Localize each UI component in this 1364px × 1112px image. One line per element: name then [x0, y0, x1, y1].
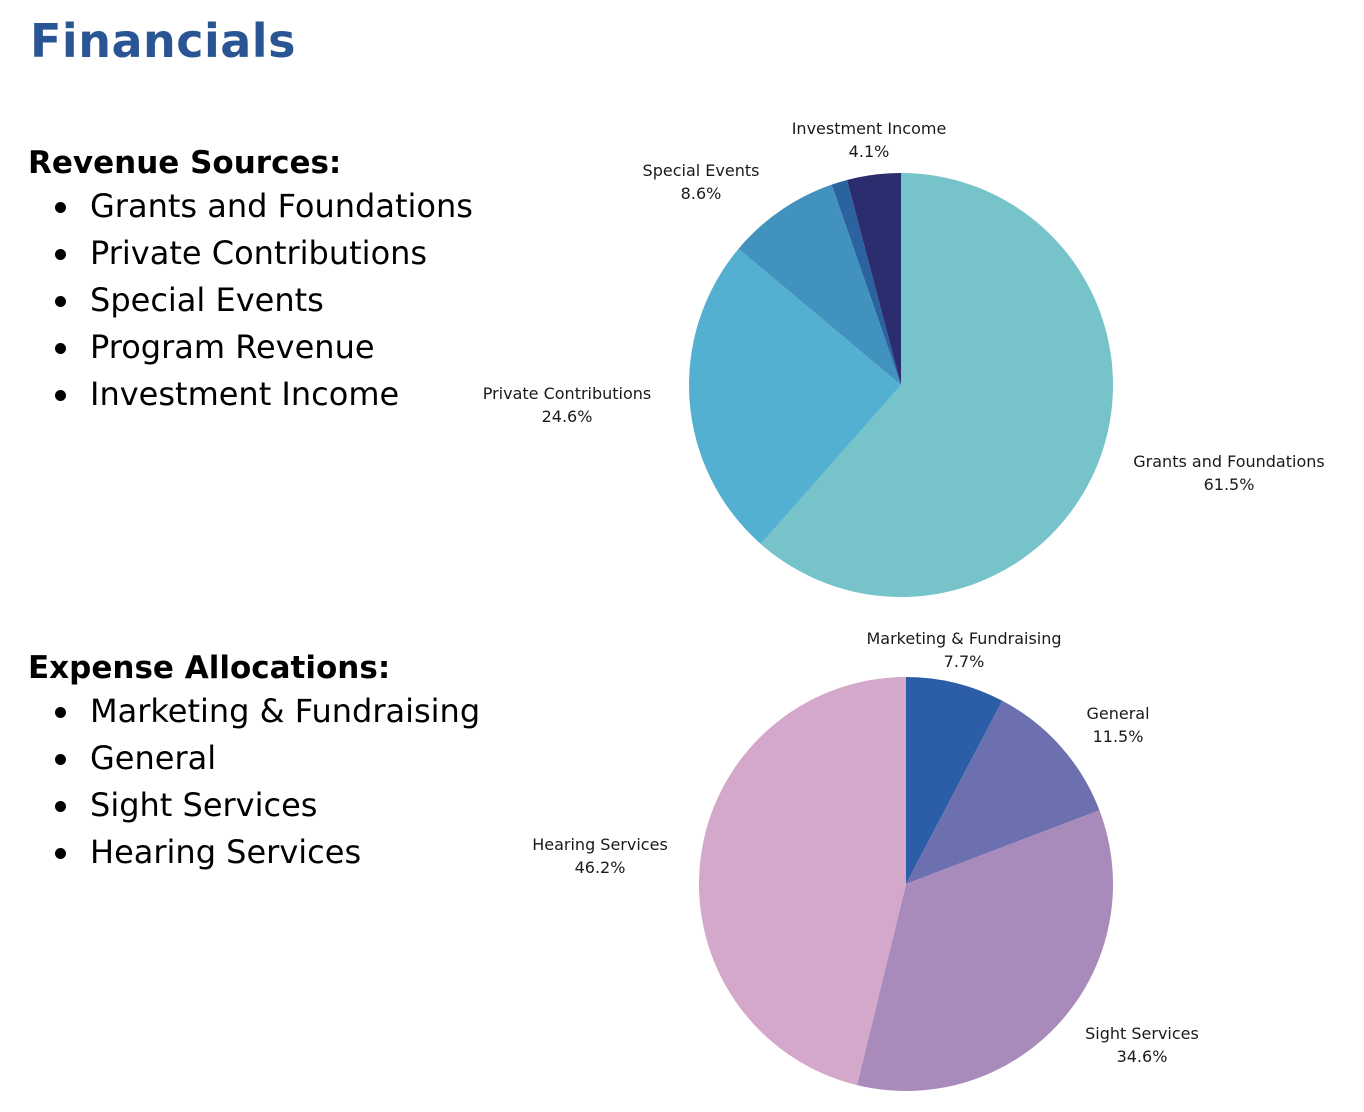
slice-percent-grants-and-foundations: 61.5%	[1204, 475, 1255, 494]
pie-slice-hearing-services	[698, 677, 906, 1086]
list-item-label: Investment Income	[90, 375, 400, 413]
bullet-icon	[55, 343, 66, 354]
revenue-sources-list: Grants and Foundations Private Contribut…	[28, 183, 473, 418]
list-item: Marketing & Fundraising	[28, 688, 480, 735]
list-item-label: Program Revenue	[90, 328, 375, 366]
list-item: Investment Income	[28, 371, 473, 418]
list-item-label: Grants and Foundations	[90, 187, 473, 225]
list-item-label: General	[90, 739, 217, 777]
pie-slice-investment-income	[846, 173, 901, 385]
list-item: Hearing Services	[28, 829, 480, 876]
revenue-sources-heading: Revenue Sources:	[28, 145, 342, 181]
slice-percent-hearing-services: 46.2%	[575, 858, 626, 877]
list-item: Grants and Foundations	[28, 183, 473, 230]
bullet-icon	[55, 249, 66, 260]
pie-slice-general	[906, 700, 1100, 884]
bullet-icon	[55, 754, 66, 765]
bullet-icon	[55, 202, 66, 213]
list-item-label: Sight Services	[90, 786, 318, 824]
slice-percent-sight-services: 34.6%	[1117, 1047, 1168, 1066]
expense-pie-chart: Marketing & Fundraising 7.7% General 11.5% S…	[532, 629, 1199, 1092]
bullet-icon	[55, 296, 66, 307]
slice-label-investment-income: Investment Income	[792, 119, 947, 138]
slice-label-general: General	[1086, 704, 1149, 723]
revenue-sources-section: Revenue Sources: Grants and Foundations …	[28, 143, 473, 418]
bullet-icon	[55, 707, 66, 718]
page-title: Financials	[30, 14, 296, 68]
pie-slice-sight-services	[857, 810, 1114, 1092]
bullet-icon	[55, 801, 66, 812]
revenue-pie-chart: Grants and Foundations 61.5% Private Contr…	[483, 119, 1325, 598]
pie-slice-program-revenue	[831, 180, 901, 385]
slice-percent-investment-income: 4.1%	[849, 142, 890, 161]
pie-slice-marketing-and-fundraising	[906, 677, 1003, 884]
list-item: General	[28, 735, 480, 782]
list-item: Special Events	[28, 277, 473, 324]
list-item-label: Hearing Services	[90, 833, 362, 871]
slice-label-hearing-services: Hearing Services	[532, 835, 668, 854]
list-item: Program Revenue	[28, 324, 473, 371]
slice-percent-general: 11.5%	[1093, 727, 1144, 746]
pie-slice-grants-and-foundations	[760, 173, 1114, 598]
expense-allocations-heading: Expense Allocations:	[28, 650, 391, 686]
pie-slice-private-contributions	[688, 248, 901, 545]
expense-allocations-section: Expense Allocations: Marketing & Fundrai…	[28, 648, 480, 876]
slice-percent-marketing-and-fundraising: 7.7%	[944, 652, 985, 671]
slice-label-private-contributions: Private Contributions	[483, 384, 652, 403]
list-item-label: Special Events	[90, 281, 324, 319]
slice-percent-special-events: 8.6%	[681, 184, 722, 203]
bullet-icon	[55, 390, 66, 401]
list-item: Private Contributions	[28, 230, 473, 277]
list-item-label: Private Contributions	[90, 234, 428, 272]
expense-allocations-list: Marketing & Fundraising General Sight Se…	[28, 688, 480, 876]
slice-label-grants-and-foundations: Grants and Foundations	[1133, 452, 1324, 471]
pie-slice-special-events	[738, 184, 901, 385]
list-item-label: Marketing & Fundraising	[90, 692, 481, 730]
slice-label-sight-services: Sight Services	[1085, 1024, 1199, 1043]
slice-percent-private-contributions: 24.6%	[542, 407, 593, 426]
slice-label-special-events: Special Events	[643, 161, 760, 180]
list-item: Sight Services	[28, 782, 480, 829]
bullet-icon	[55, 848, 66, 859]
slice-label-marketing-and-fundraising: Marketing & Fundraising	[866, 629, 1061, 648]
